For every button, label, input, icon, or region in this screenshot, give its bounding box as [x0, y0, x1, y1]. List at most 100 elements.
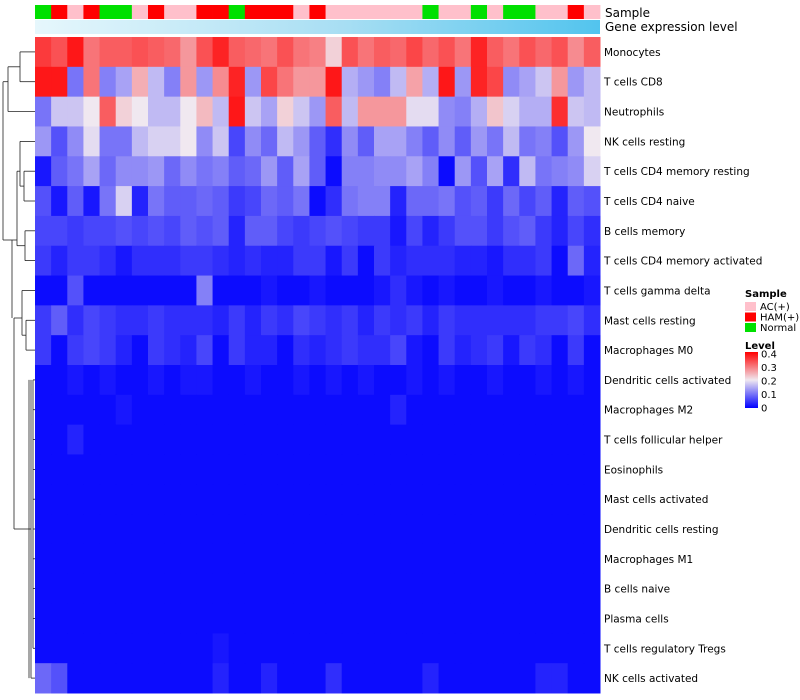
- row-label: Mast cells resting: [604, 315, 696, 327]
- heatmap-cell: [487, 96, 504, 127]
- heatmap-cell: [99, 126, 117, 157]
- heatmap-cell: [438, 156, 456, 187]
- sample-annotation-cell: [131, 5, 149, 19]
- heatmap-cell: [164, 424, 181, 455]
- heatmap-cell: [51, 365, 68, 396]
- heatmap-cell: [35, 663, 52, 694]
- heatmap-cell: [519, 484, 536, 515]
- sample-annotation-cell: [51, 5, 68, 19]
- heatmap-cell: [67, 126, 84, 157]
- heatmap-cell: [325, 573, 343, 605]
- sample-legend-title: Sample: [745, 289, 787, 300]
- heatmap-cell: [470, 126, 488, 157]
- heatmap-cell: [341, 37, 359, 68]
- heatmap-cell: [277, 543, 294, 575]
- heatmap-cell: [99, 573, 117, 605]
- heatmap-cell: [99, 543, 117, 575]
- sample-annotation-cell: [422, 5, 439, 19]
- heatmap-cell: [519, 186, 536, 217]
- heatmap-cell: [341, 96, 359, 127]
- sample-annotation-cell: [180, 5, 197, 19]
- heatmap-cell: [390, 186, 407, 217]
- heatmap-cell: [164, 96, 181, 127]
- heatmap-cell: [164, 335, 181, 366]
- heatmap-cell: [503, 66, 520, 98]
- heatmap-cell: [244, 573, 262, 605]
- heatmap-cell: [277, 96, 294, 127]
- heatmap-cell: [325, 663, 343, 694]
- heatmap-cell: [180, 663, 197, 694]
- row-label: Eosinophils: [604, 464, 663, 476]
- heatmap-cell: [293, 335, 310, 366]
- heatmap-cell: [261, 335, 278, 366]
- heatmap-cell: [406, 186, 423, 217]
- heatmap-cell: [503, 186, 520, 217]
- heatmap-cell: [180, 305, 197, 336]
- heatmap-cell: [212, 275, 230, 306]
- heatmap-cell: [519, 633, 536, 664]
- heatmap-cell: [390, 275, 407, 306]
- heatmap-cell: [309, 275, 327, 306]
- heatmap-cell: [180, 633, 197, 664]
- heatmap-cell: [115, 514, 133, 545]
- heatmap-cell: [374, 365, 391, 396]
- heatmap-cell: [196, 37, 214, 68]
- heatmap-cell: [99, 335, 117, 366]
- heatmap-cell: [487, 156, 504, 187]
- heatmap-cell: [325, 37, 343, 68]
- row-dendrogram: [2, 51, 35, 679]
- heatmap-cell: [535, 365, 553, 396]
- heatmap-cell: [535, 603, 553, 634]
- heatmap-cell: [454, 335, 472, 366]
- heatmap-cell: [51, 126, 68, 157]
- heatmap-cell: [309, 335, 327, 366]
- heatmap-cell: [567, 514, 585, 545]
- heatmap-cell: [567, 126, 585, 157]
- heatmap-cell: [341, 454, 359, 485]
- heatmap-cell: [503, 215, 520, 247]
- heatmap-cell: [196, 365, 214, 396]
- heatmap-cell: [115, 126, 133, 157]
- heatmap-cell: [164, 37, 181, 68]
- heatmap-cell: [83, 126, 101, 157]
- heatmap-cell: [487, 514, 504, 545]
- heatmap-cell: [503, 484, 520, 515]
- heatmap-cell: [535, 335, 553, 366]
- row-label: T cells CD4 naive: [603, 196, 695, 208]
- heatmap-cell: [228, 514, 246, 545]
- heatmap-cell: [277, 305, 294, 336]
- heatmap-cell: [309, 305, 327, 336]
- heatmap-cell: [406, 603, 423, 634]
- heatmap-cell: [196, 573, 214, 605]
- heatmap-cell: [83, 603, 101, 634]
- heatmap-cell: [293, 215, 310, 247]
- heatmap-cell: [196, 215, 214, 247]
- heatmap-cell: [244, 186, 262, 217]
- heatmap-cell: [390, 37, 407, 68]
- heatmap-cell: [567, 215, 585, 247]
- heatmap-cell: [374, 186, 391, 217]
- heatmap-cell: [115, 454, 133, 485]
- heatmap-cell: [341, 186, 359, 217]
- heatmap-cell: [390, 543, 407, 575]
- heatmap-cell: [438, 96, 456, 127]
- heatmap-cell: [196, 603, 214, 634]
- heatmap-cell: [244, 126, 262, 157]
- heatmap-cell: [35, 514, 52, 545]
- heatmap-cell: [277, 365, 294, 396]
- heatmap-cell: [438, 633, 456, 664]
- heatmap-cell: [293, 186, 310, 217]
- heatmap-cell: [212, 394, 230, 426]
- heatmap-cell: [583, 96, 601, 127]
- heatmap-cell: [261, 275, 278, 306]
- heatmap-cell: [374, 633, 391, 664]
- row-label: Monocytes: [604, 47, 661, 59]
- row-label: Macrophages M0: [604, 345, 693, 357]
- heatmap-cell: [131, 514, 149, 545]
- heatmap-cell: [583, 245, 601, 277]
- heatmap-cell: [390, 394, 407, 426]
- row-label: Mast cells activated: [604, 494, 708, 506]
- heatmap-cell: [309, 663, 327, 694]
- heatmap-cell: [357, 394, 375, 426]
- heatmap-cell: [309, 424, 327, 455]
